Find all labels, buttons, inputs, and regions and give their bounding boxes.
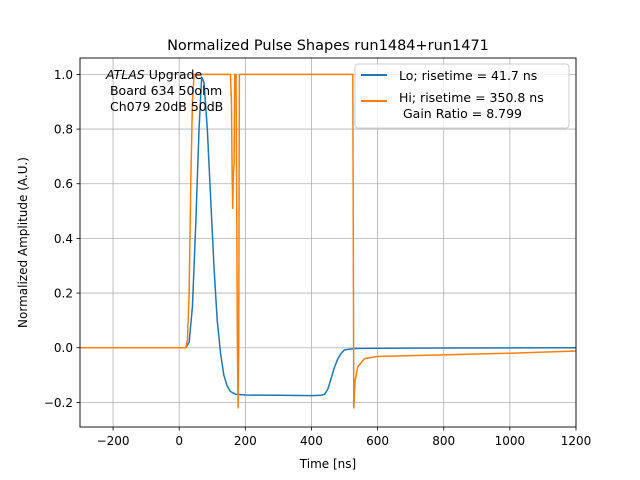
axes-frame [79, 57, 577, 428]
x-tick-label: 1200 [561, 434, 592, 448]
atlas-label: ATLAS [105, 67, 145, 82]
legend-label-lo: Lo; risetime = 41.7 ns [399, 68, 537, 83]
y-tick-label: 0.6 [54, 177, 73, 191]
x-tick-label: −200 [97, 434, 130, 448]
x-tick-label: 200 [234, 434, 257, 448]
x-tick-label: 600 [366, 434, 389, 448]
annotation-line-2: Board 634 50ohm [106, 83, 222, 98]
x-tick-label: 800 [432, 434, 455, 448]
x-tick-label: 1000 [495, 434, 526, 448]
x-axis-label: Time [ns] [299, 457, 356, 471]
y-tick-label: 1.0 [54, 68, 73, 82]
y-axis-label: Normalized Amplitude (A.U.) [16, 157, 30, 328]
upgrade-label: Upgrade [145, 67, 203, 82]
legend-label-hi: Hi; risetime = 350.8 ns [399, 90, 544, 105]
annotation-line-1: ATLAS Upgrade [105, 67, 202, 82]
annotation-line-3: Ch079 20dB 50dB [106, 99, 223, 114]
y-tick-label: −0.2 [44, 396, 73, 410]
x-tick-label: 0 [175, 434, 183, 448]
annotation-text: ATLAS Upgrade Board 634 50ohm Ch079 20dB… [105, 67, 223, 114]
legend-box [354, 63, 570, 129]
y-tick-label: 0.2 [54, 287, 73, 301]
plot-area [80, 73, 576, 409]
chart-title: Normalized Pulse Shapes run1484+run1471 [167, 38, 489, 54]
y-tick-label: 0.8 [54, 123, 73, 137]
y-tick-label: 0.4 [54, 232, 73, 246]
x-tick-label: 400 [300, 434, 323, 448]
series-line-hi [80, 73, 576, 409]
series-line-lo [80, 76, 576, 397]
y-tick-label: 0.0 [54, 341, 73, 355]
legend-label-hi-gain: Gain Ratio = 8.799 [399, 106, 522, 121]
axis-ticks: −200 0 200 400 600 800 1000 1200 −0.2 0.0 0.2 0.4 0.… [44, 68, 591, 448]
legend: Lo; risetime = 41.7 ns Hi; risetime = 35… [354, 63, 570, 129]
